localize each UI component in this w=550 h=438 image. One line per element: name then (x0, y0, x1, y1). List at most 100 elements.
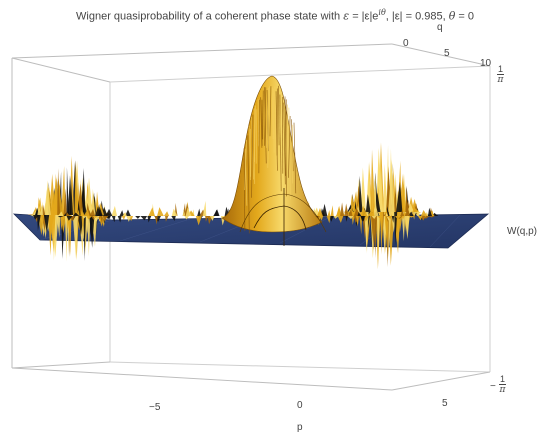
surface-spike (400, 209, 405, 216)
peak-mesh-line (264, 87, 267, 164)
surface-spike (163, 211, 170, 216)
surface-spike (121, 216, 126, 220)
surface-spike (363, 216, 369, 222)
peak-mesh-line (251, 114, 254, 198)
surface-spike (358, 175, 363, 212)
surface-spike (363, 211, 367, 216)
surface-spike (83, 215, 86, 262)
surface-spike (344, 203, 349, 216)
surface-spike (380, 212, 384, 255)
surface-spike (89, 208, 96, 216)
surface-spike (396, 181, 403, 212)
surface-spike (70, 176, 73, 215)
surface-spike (205, 216, 209, 222)
surface-spike (384, 212, 389, 252)
surface-spike (376, 212, 380, 262)
surface-spike (111, 205, 118, 216)
peak-mesh-line (285, 99, 287, 176)
p-axis-label: p (297, 422, 303, 433)
surface-spike (171, 216, 176, 221)
surface-spike (74, 160, 79, 215)
surface-spike (202, 200, 207, 216)
q-tick-0: 0 (403, 38, 409, 49)
surface-spike (72, 212, 80, 216)
surface-spike (171, 208, 178, 216)
surface-spike (391, 216, 395, 223)
q-tick-10: 10 (480, 58, 492, 69)
surface-spike (32, 215, 40, 220)
surface-spike (416, 209, 420, 216)
surface-spike (337, 216, 344, 223)
surface-spike (329, 216, 334, 222)
box-bottom-right-side (391, 371, 491, 391)
surface-spike (428, 216, 436, 218)
surface-spike (99, 215, 104, 225)
surface-spike (79, 212, 85, 216)
box-back-bottom (109, 361, 491, 373)
peak-mesh-line (279, 94, 282, 192)
surface-spike (82, 216, 87, 219)
title-eq: = |ε|e (349, 10, 379, 23)
surface-spike (86, 216, 93, 220)
surface-spike (412, 207, 419, 212)
surface-spike (355, 216, 359, 225)
surface-spike (61, 216, 66, 221)
surface-spike (340, 202, 344, 216)
z-tick-top-den: π (497, 75, 504, 85)
q-tick-5: 5 (444, 48, 450, 59)
z-axis-label: W(q,p) (507, 226, 537, 237)
surface-spike (81, 200, 88, 215)
box-bottom-front (11, 367, 393, 391)
p-tick-0: 0 (297, 400, 303, 411)
surface-spike (367, 210, 374, 216)
peak-mesh-line (254, 105, 256, 162)
surface-spike (408, 216, 415, 218)
surface-spike (326, 216, 331, 224)
surface-spike (154, 216, 158, 225)
surface-spike (404, 207, 411, 216)
surface-spike (357, 211, 362, 216)
z-tick-bottom-num: 1 (499, 374, 507, 385)
surface-spike (327, 209, 331, 216)
z-tick-bottom-sign: − (490, 381, 496, 392)
surface-spike (60, 215, 64, 231)
surface-spike (360, 167, 367, 212)
surface-spike (64, 215, 68, 262)
peak-mesh-line (288, 115, 291, 178)
surface-spike (37, 205, 42, 215)
surface-spike (89, 215, 95, 248)
surface-spike (421, 216, 426, 221)
surface-spike (65, 212, 70, 216)
surface-spike (383, 163, 388, 212)
title-epsilon: ε (343, 9, 350, 23)
surface-spike (333, 216, 339, 219)
surface-spike (420, 209, 428, 216)
peak-mesh-line (273, 88, 275, 153)
surface-spike (348, 208, 353, 216)
z-tick-top: 1 π (497, 64, 505, 85)
z-tick-top-num: 1 (497, 64, 505, 75)
surface-spike (27, 214, 35, 215)
surface-spike (321, 203, 328, 216)
surface-spike (125, 209, 131, 216)
surface-spike (92, 216, 98, 218)
surface-spike (68, 215, 72, 256)
surface-spike (370, 149, 376, 212)
surface-spike (401, 216, 405, 220)
box-top-right-side (391, 43, 491, 67)
peak-mesh-line (293, 122, 297, 194)
peak-mesh-line (267, 86, 270, 168)
surface-spike (111, 216, 116, 223)
surface-spike (330, 205, 334, 216)
surface-spike (347, 216, 354, 220)
title-abs: , |ε| = 0.985, (385, 10, 449, 23)
surface-spike (40, 201, 43, 215)
peak-mesh-line (274, 86, 277, 171)
surface-spike (394, 212, 398, 246)
surface-spike (57, 211, 64, 216)
peak-mesh-line (244, 140, 247, 191)
q-axis-label: q (437, 22, 443, 33)
surface-spike (57, 216, 64, 218)
peak-mesh-line (264, 87, 267, 146)
surface-spike (397, 216, 402, 218)
